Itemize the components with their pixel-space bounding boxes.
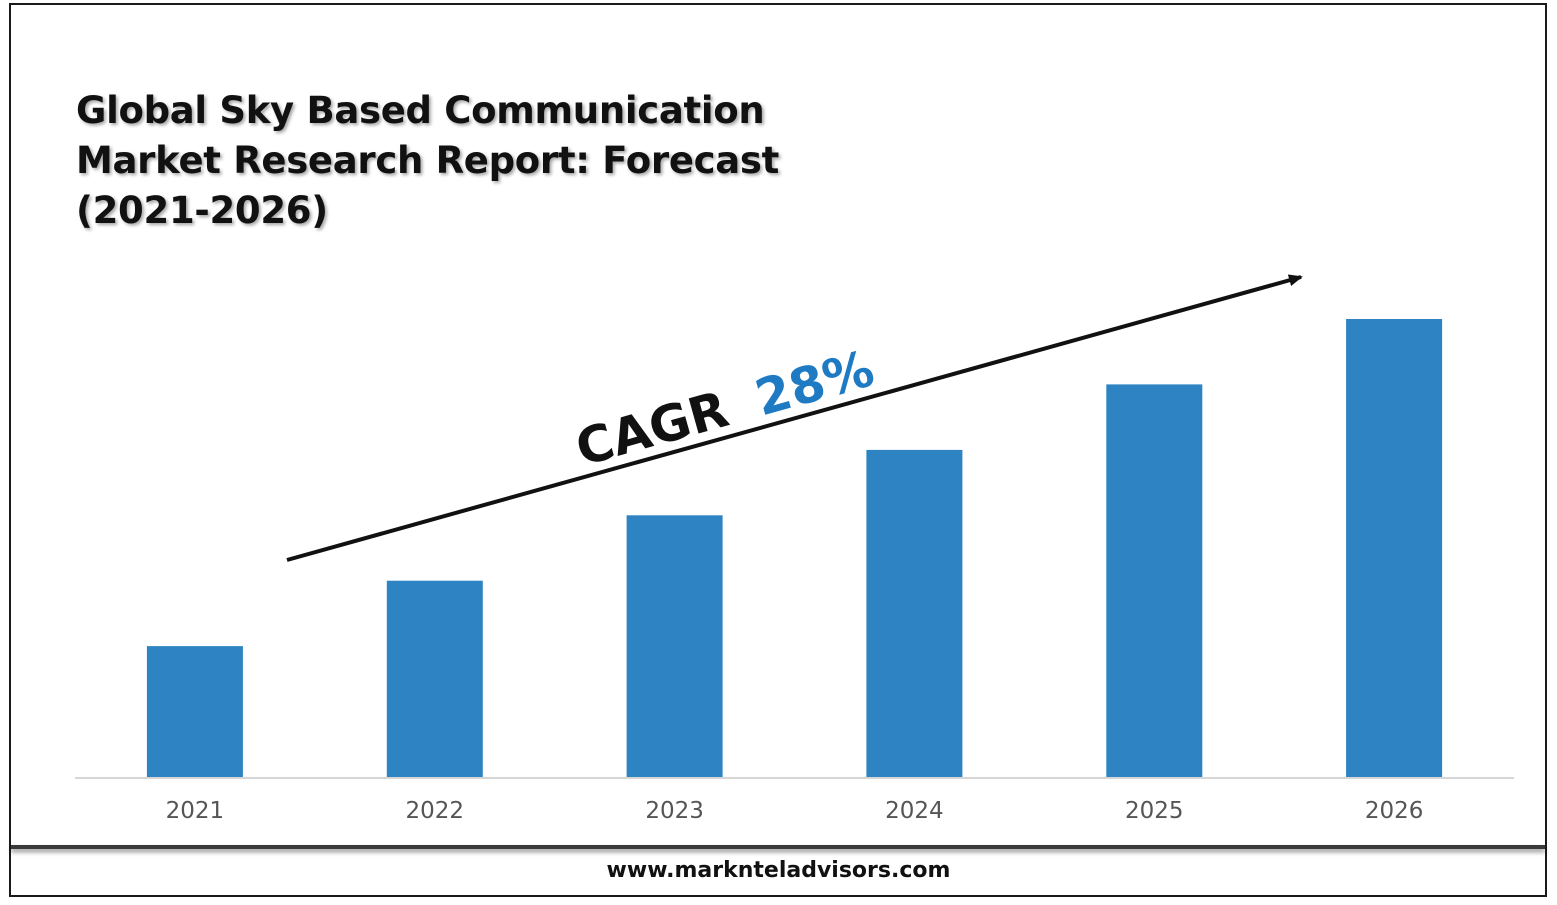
growth-trend-arrow [286,274,1303,562]
x-tick-label-2022: 2022 [406,798,465,824]
x-tick-label-2021: 2021 [166,798,225,824]
chart-title: Global Sky Based Communication Market Re… [76,86,836,236]
footer-website: www.marknteladvisors.com [606,858,951,883]
bar-2021 [146,646,243,777]
x-tick-label-2024: 2024 [885,798,944,824]
bar-2026 [1346,319,1443,777]
chart-frame [9,3,1547,897]
bars-layer [146,319,1443,777]
title-line-1: Global Sky Based Communication [76,89,765,132]
cagr-label: CAGR [570,380,735,478]
x-tick-label-2026: 2026 [1365,798,1424,824]
footer-divider [11,845,1545,849]
bar-2025 [1106,384,1203,777]
title-line-3: (2021-2026) [76,189,328,232]
x-tick-label-2025: 2025 [1125,798,1184,824]
x-tick-label-2023: 2023 [645,798,704,824]
bar-2024 [866,449,963,777]
bar-2023 [626,515,723,777]
title-line-2: Market Research Report: Forecast [76,139,780,182]
x-tick-labels: 2021 2022 2023 2024 2025 2026 [166,798,1424,824]
bar-2022 [386,580,483,777]
